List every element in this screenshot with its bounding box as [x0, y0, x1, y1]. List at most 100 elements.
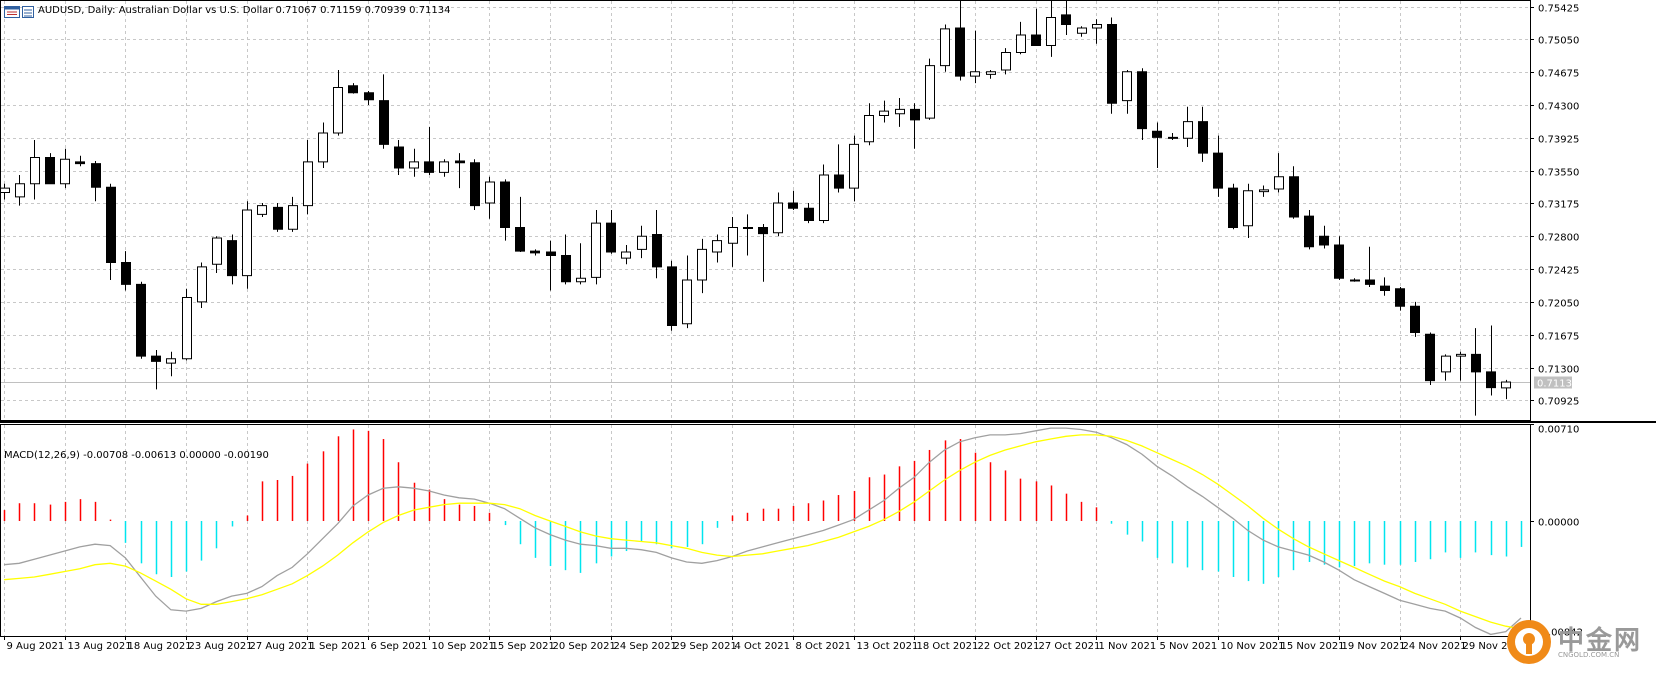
candle [1274, 153, 1284, 193]
candle [1304, 210, 1314, 250]
candle [242, 201, 252, 289]
candle [166, 351, 176, 377]
candle [500, 179, 510, 241]
candle-body-bull [1016, 34, 1026, 53]
candle-body-bull [288, 205, 298, 230]
candle [15, 175, 25, 206]
candle-body-bear [788, 202, 798, 209]
candle-body-bear [273, 206, 283, 230]
candle [652, 210, 662, 279]
macd-line [3, 427, 1522, 636]
candle-body-bull [409, 161, 419, 169]
candle [606, 210, 616, 254]
candle-body-bear [1031, 34, 1041, 46]
candle-body-bull [30, 157, 40, 185]
x-tick-label: 20 Sep 2021 [553, 641, 616, 652]
candle [1092, 19, 1102, 44]
x-tick-label: 1 Sep 2021 [310, 641, 367, 652]
candle-body-bull [1122, 71, 1132, 102]
candle [1410, 301, 1420, 337]
candle [1289, 166, 1299, 219]
x-tick-label: 29 Sep 2021 [674, 641, 737, 652]
candle [1471, 328, 1481, 416]
candle-body-bear [348, 85, 358, 94]
macd-tick-label-2: -0.00842 [1538, 628, 1583, 639]
macd-tick-label-1: 0.00000 [1538, 518, 1579, 529]
candle [743, 214, 753, 256]
x-tick-label: 29 Nov 2021 [1463, 641, 1527, 652]
candle-body-bear [515, 227, 525, 252]
candle [1319, 225, 1329, 249]
candle-body-bear [45, 157, 55, 185]
candle [804, 203, 814, 224]
candle-body-bull [1168, 136, 1178, 139]
candle-body-bull [303, 161, 313, 207]
candle [394, 140, 404, 175]
y-tick-label-1: 0.75050 [1538, 36, 1579, 47]
candle [1213, 135, 1223, 197]
candle-body-bull [212, 237, 222, 265]
candle-body-bear [136, 283, 146, 357]
candle-body-bear [606, 222, 616, 253]
y-tick-label-0: 0.75425 [1538, 4, 1579, 15]
candle-body-bear [1289, 176, 1299, 218]
candle-body-bull [697, 248, 707, 281]
candle [1061, 0, 1071, 35]
candle-body-bear [91, 163, 101, 188]
candle [91, 161, 101, 202]
candle [1486, 325, 1496, 396]
candle [1077, 26, 1087, 37]
candle-body-bull [0, 187, 10, 193]
candle [1107, 17, 1117, 114]
candle-body-bull [940, 28, 950, 67]
macd-histogram [3, 429, 1523, 584]
candle-body-bear [455, 160, 465, 164]
chart-title: AUDUSD, Daily: Australian Dollar vs U.S.… [38, 5, 451, 16]
y-tick-label-3: 0.74300 [1538, 102, 1579, 113]
candle-body-bull [819, 174, 829, 221]
candle [1122, 70, 1132, 114]
chart-window-icon [4, 6, 20, 18]
candle-body-bull [1243, 190, 1253, 227]
candle-body-bull [257, 205, 267, 215]
candle-body-bull [15, 183, 25, 198]
candle [1334, 236, 1344, 280]
candle [970, 30, 980, 84]
candle [455, 153, 465, 189]
x-tick-label: 13 Aug 2021 [68, 641, 132, 652]
candle-body-bear [1061, 14, 1071, 25]
candle-body-bear [1334, 244, 1344, 279]
candle [364, 91, 374, 105]
candle-body-bear [1471, 353, 1481, 373]
candle [576, 243, 586, 285]
candle [409, 148, 419, 177]
x-tick-label: 18 Oct 2021 [917, 641, 979, 652]
candle-body-bear [394, 146, 404, 169]
candle-body-bear [667, 266, 677, 326]
current-price-tag [1534, 376, 1572, 389]
candle-body-bull [318, 132, 328, 163]
candle-body-bear [652, 234, 662, 268]
candle-body-bull [1441, 355, 1451, 373]
candle [712, 234, 722, 263]
candle-body-bull [591, 222, 601, 278]
candle [621, 245, 631, 265]
candle-body-bull [712, 240, 722, 253]
candle-body-bull [728, 227, 738, 244]
candle [637, 225, 647, 259]
candle-body-bull [773, 202, 783, 234]
y-tick-label-10: 0.71675 [1538, 332, 1579, 343]
macd-pane [0, 424, 1531, 637]
candle [1137, 68, 1147, 140]
candle [1183, 106, 1193, 147]
x-tick-label: 22 Oct 2021 [978, 641, 1040, 652]
candle-body-bear [424, 161, 434, 173]
candle-body-bear [1486, 371, 1496, 389]
candle [1198, 106, 1208, 162]
candle-body-bear [530, 250, 540, 254]
candle [0, 183, 10, 200]
y-tick-label-2: 0.74675 [1538, 69, 1579, 80]
candle [788, 190, 798, 210]
candle [182, 288, 192, 361]
